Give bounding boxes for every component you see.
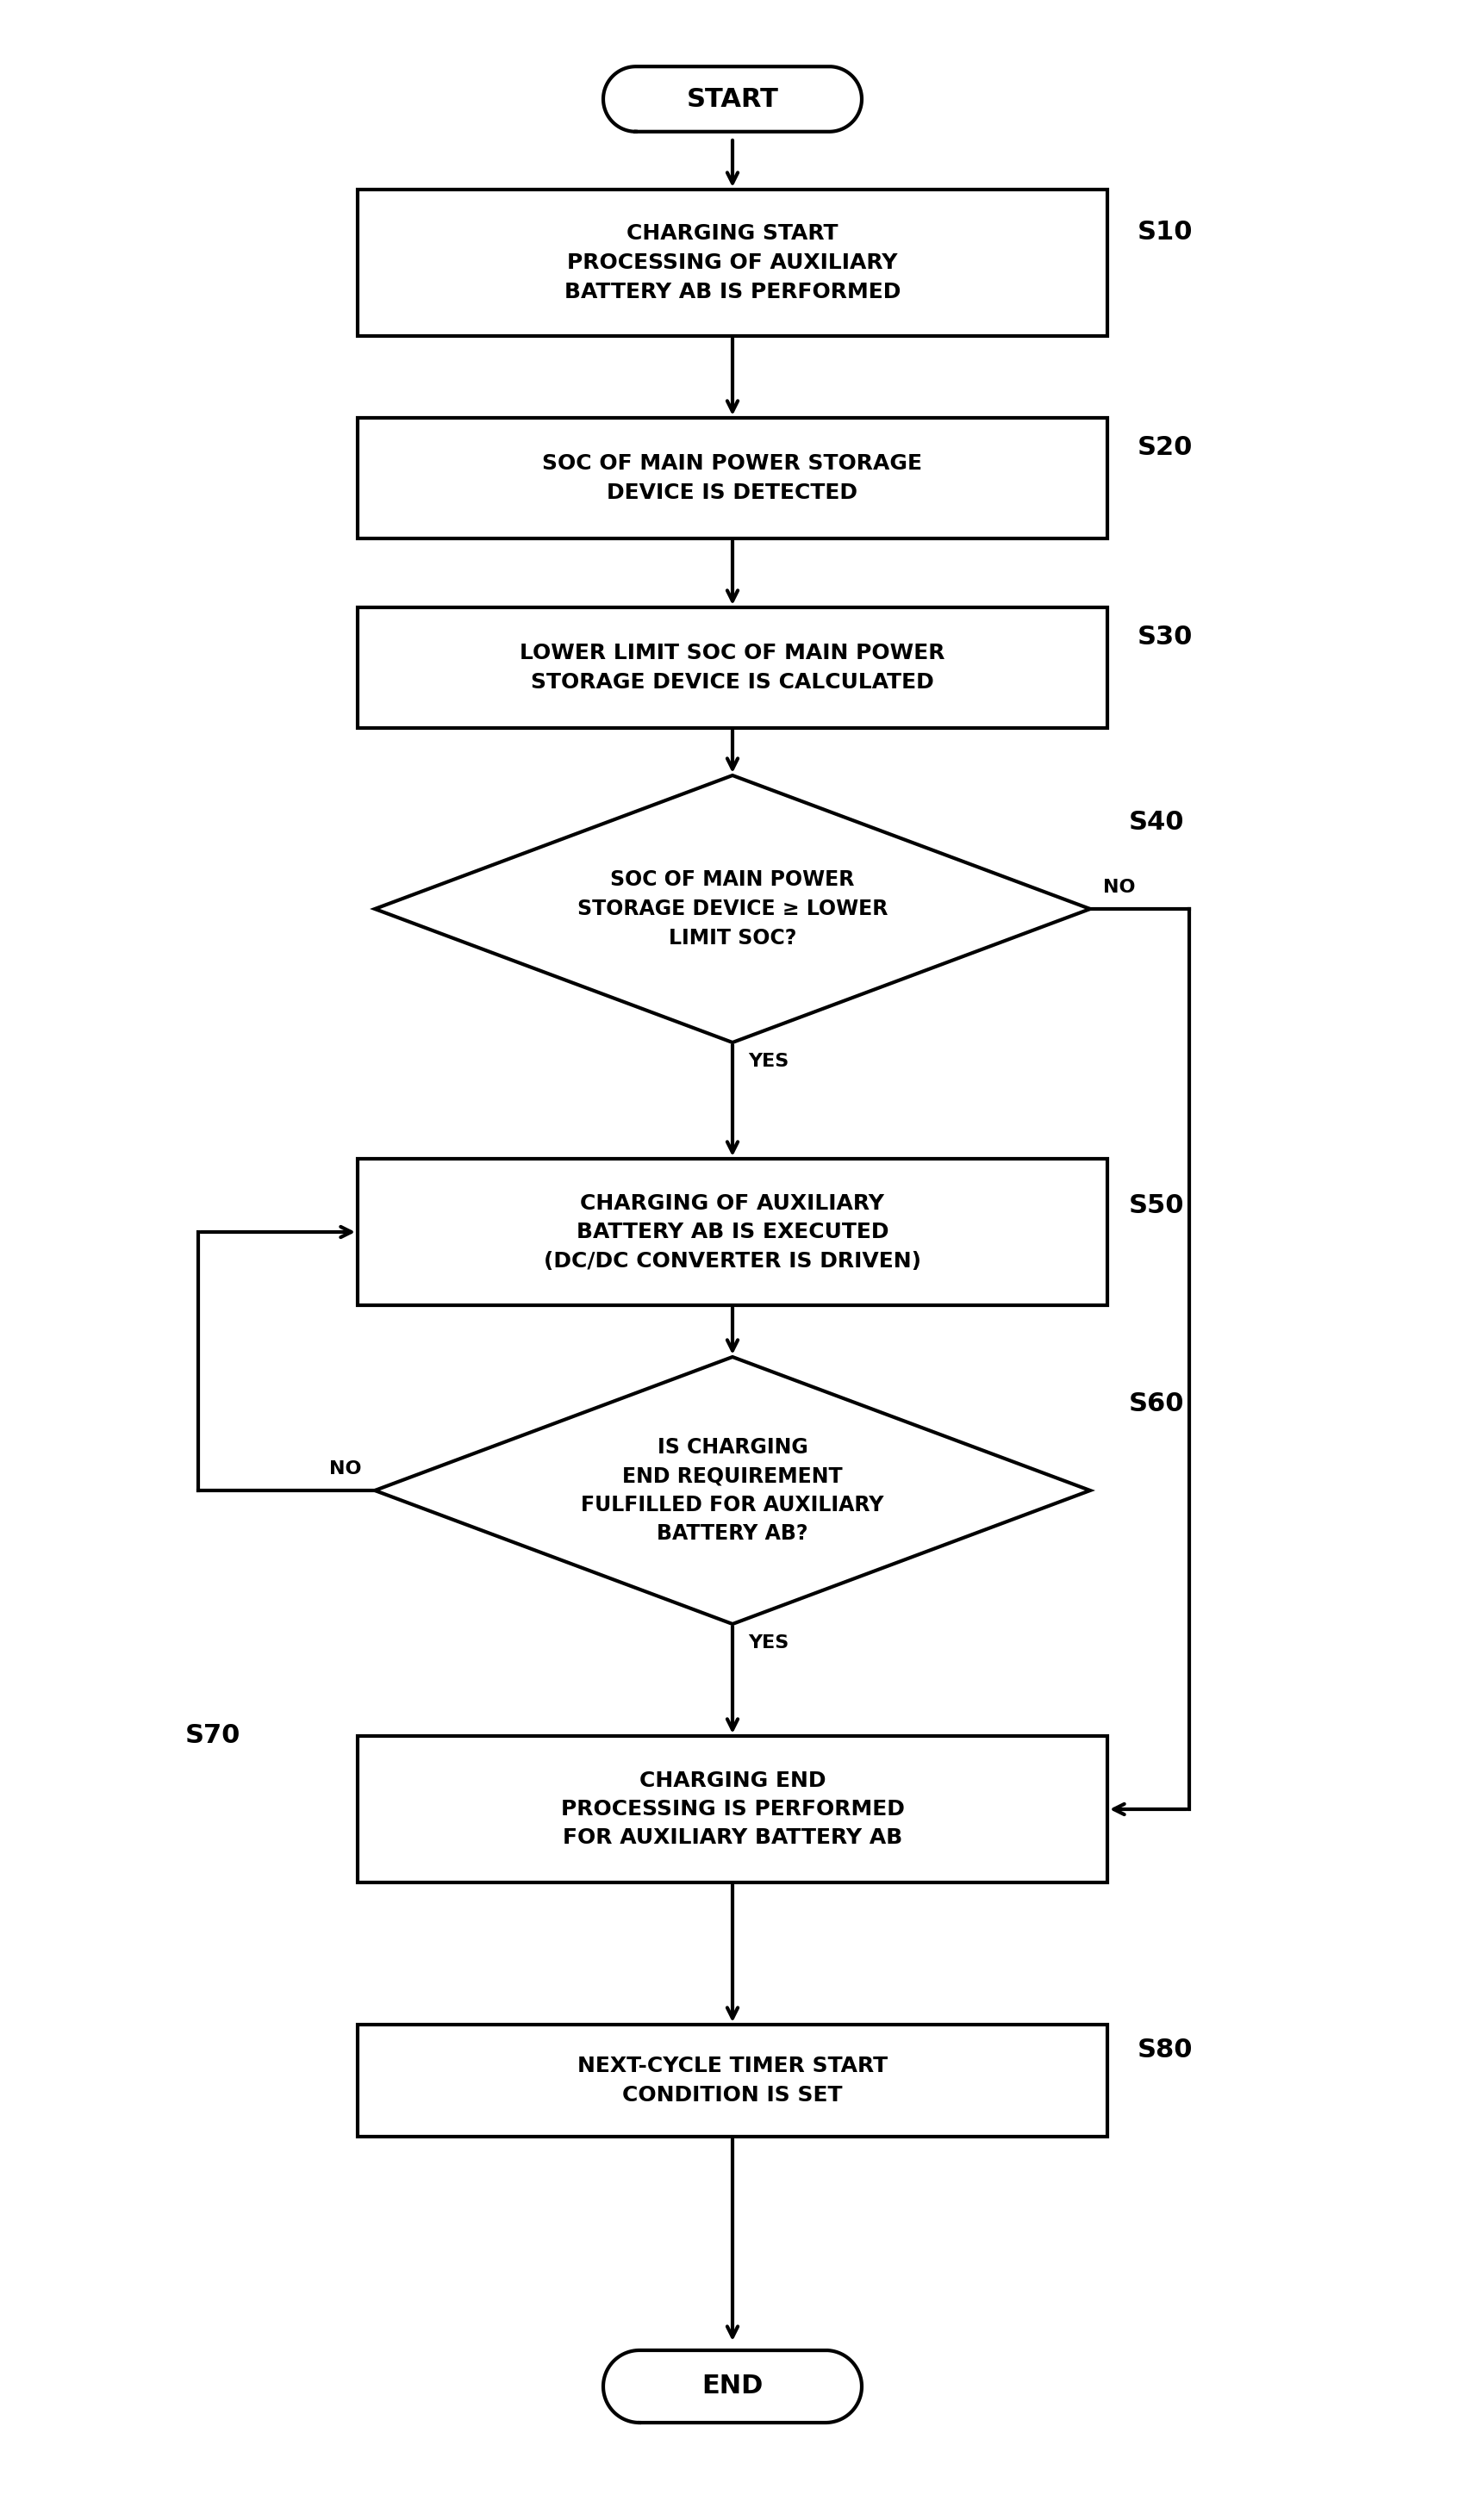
Bar (357, 418, 1108, 539)
Text: SOC OF MAIN POWER
STORAGE DEVICE ≥ LOWER
LIMIT SOC?: SOC OF MAIN POWER STORAGE DEVICE ≥ LOWER… (577, 869, 888, 948)
Polygon shape (375, 776, 1090, 1043)
Text: S50: S50 (1130, 1194, 1185, 1217)
Text: S60: S60 (1130, 1391, 1185, 1416)
Text: YES: YES (749, 1635, 788, 1651)
Polygon shape (604, 66, 861, 131)
Bar (357, 1736, 1108, 1882)
Bar (357, 607, 1108, 728)
Text: YES: YES (749, 1053, 788, 1071)
Text: IS CHARGING
END REQUIREMENT
FULFILLED FOR AUXILIARY
BATTERY AB?: IS CHARGING END REQUIREMENT FULFILLED FO… (582, 1436, 883, 1545)
Bar (357, 189, 1108, 335)
Text: CHARGING END
PROCESSING IS PERFORMED
FOR AUXILIARY BATTERY AB: CHARGING END PROCESSING IS PERFORMED FOR… (561, 1769, 904, 1850)
Bar (357, 2024, 1108, 2137)
Text: S10: S10 (1137, 219, 1193, 244)
Text: CHARGING START
PROCESSING OF AUXILIARY
BATTERY AB IS PERFORMED: CHARGING START PROCESSING OF AUXILIARY B… (564, 224, 901, 302)
Text: SOC OF MAIN POWER STORAGE
DEVICE IS DETECTED: SOC OF MAIN POWER STORAGE DEVICE IS DETE… (542, 454, 923, 504)
Text: CHARGING OF AUXILIARY
BATTERY AB IS EXECUTED
(DC/DC CONVERTER IS DRIVEN): CHARGING OF AUXILIARY BATTERY AB IS EXEC… (544, 1192, 921, 1270)
Text: END: END (702, 2374, 763, 2399)
Polygon shape (375, 1356, 1090, 1623)
Text: NO: NO (1103, 879, 1135, 897)
Text: NO: NO (330, 1459, 362, 1477)
Text: S20: S20 (1137, 436, 1193, 461)
Text: NEXT-CYCLE TIMER START
CONDITION IS SET: NEXT-CYCLE TIMER START CONDITION IS SET (577, 2056, 888, 2104)
Text: START: START (687, 86, 778, 111)
Text: S30: S30 (1137, 625, 1193, 650)
Text: S80: S80 (1137, 2039, 1193, 2061)
Text: S70: S70 (185, 1724, 240, 1749)
Text: S40: S40 (1130, 809, 1185, 834)
Text: LOWER LIMIT SOC OF MAIN POWER
STORAGE DEVICE IS CALCULATED: LOWER LIMIT SOC OF MAIN POWER STORAGE DE… (520, 643, 945, 693)
Bar (357, 1159, 1108, 1305)
Polygon shape (604, 2351, 861, 2422)
